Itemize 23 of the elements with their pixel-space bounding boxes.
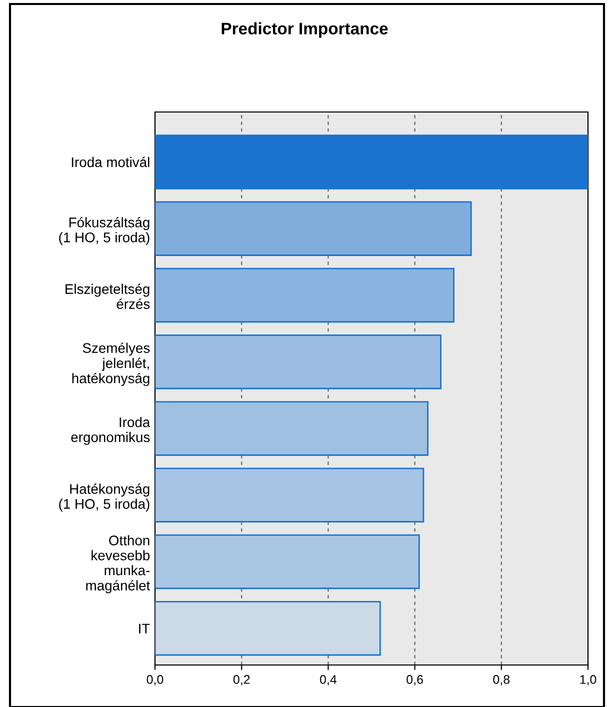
y-tick-label: Hatékonyság (1 HO, 5 iroda) [59,484,150,512]
x-tick-label: 0,8 [493,675,510,686]
x-tick-label: 1,0 [580,675,596,686]
x-tick-label: 0,2 [233,675,250,686]
y-tick-label: Elszigeteltség érzés [66,284,150,309]
x-tick-label: 0,0 [146,675,164,686]
y-tick-label: IT [139,624,150,634]
bar [155,601,381,656]
bar [155,401,428,456]
y-tick-label: Iroda ergonomikus [71,416,150,445]
y-tick-label: Személyes jelenlét, hatékonyság [72,342,150,386]
x-tick-label: 0,4 [320,675,337,686]
bar [155,468,424,522]
bar [155,134,588,190]
bar [155,201,472,256]
y-tick-label: Iroda motivál [72,156,150,168]
bar [155,334,442,390]
bar [155,268,454,323]
x-tick-label: 0,6 [406,675,423,686]
bar [155,534,420,590]
y-tick-label: Fókuszáltság (1 HO, 5 iroda) [59,217,150,246]
chart-title: Predictor Importance [222,22,388,38]
y-tick-label: Otthon kevesebb munka- magánélet [86,535,150,594]
